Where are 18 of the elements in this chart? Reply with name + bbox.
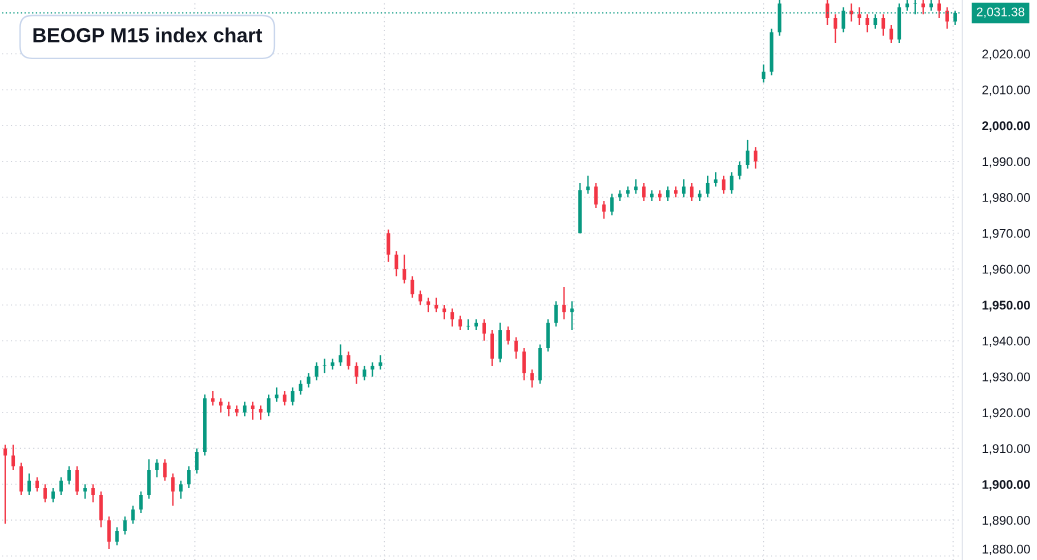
y-tick-label: 1,990.00 xyxy=(982,157,1030,168)
y-tick-label: 1,890.00 xyxy=(982,515,1030,527)
ref-line-label: 2,031.38 xyxy=(976,7,1025,18)
y-tick-label: 1,980.00 xyxy=(982,193,1030,204)
text: BEOGP M15 index chart xyxy=(33,27,263,43)
y-tick-label: 1,950.00 xyxy=(982,300,1030,312)
y-tick-label: 2,000.00 xyxy=(982,121,1030,133)
candlestick xyxy=(3,444,8,525)
y-tick-label: 1,910.00 xyxy=(982,444,1030,455)
y-tick-label: 1,900.00 xyxy=(982,480,1030,491)
y-tick-label: 1,920.00 xyxy=(982,408,1030,419)
y-tick-label: 2,010.00 xyxy=(982,85,1030,96)
y-tick-label: 1,930.00 xyxy=(982,372,1030,383)
y-tick-label: 2,020.00 xyxy=(982,49,1030,60)
y-tick-label: 1,940.00 xyxy=(982,336,1030,347)
y-tick-label: 1,960.00 xyxy=(982,264,1030,276)
y-tick-label: 1,970.00 xyxy=(982,228,1030,240)
y-tick-label: 1,880.00 xyxy=(982,544,1030,556)
